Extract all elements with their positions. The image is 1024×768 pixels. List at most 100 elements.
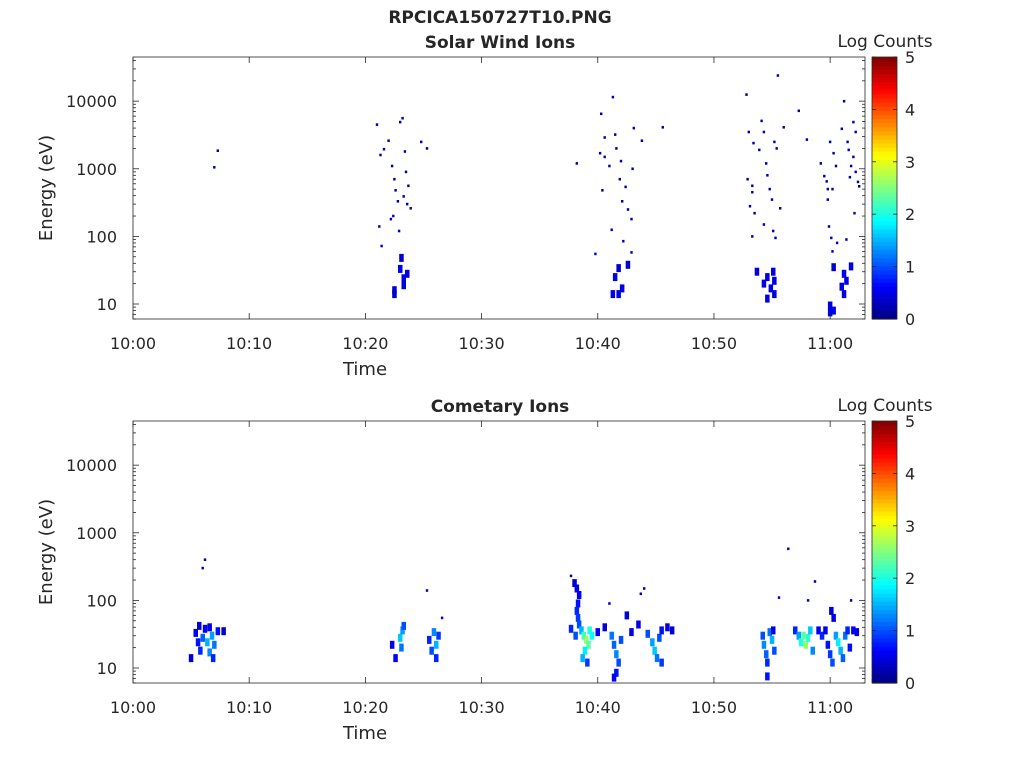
colorbar-segment <box>872 560 897 565</box>
colorbar-segment <box>872 584 897 590</box>
data-cell <box>823 174 826 178</box>
colorbar-segment <box>872 633 897 639</box>
colorbar-segment <box>872 642 897 647</box>
data-cell <box>640 139 644 142</box>
data-cell <box>603 136 606 139</box>
colorbar-segment <box>872 666 897 672</box>
colorbar-segment <box>872 568 897 574</box>
colorbar-segment <box>872 110 897 115</box>
colorbar-segment <box>872 57 897 62</box>
data-cell <box>840 127 843 131</box>
y-tick-label: 10000 <box>66 92 117 111</box>
colorbar-segment <box>872 261 897 267</box>
data-cell <box>380 244 383 248</box>
data-cell <box>776 74 780 77</box>
data-cell <box>586 640 591 649</box>
colorbar-segment <box>872 425 897 430</box>
data-cell <box>849 599 853 602</box>
colorbar-tick-label: 2 <box>905 569 915 588</box>
colorbar-segment <box>872 142 897 148</box>
data-cell <box>576 591 582 599</box>
data-cell <box>398 633 403 642</box>
data-cell <box>574 584 580 593</box>
data-cell <box>401 274 406 283</box>
data-cell <box>612 273 618 282</box>
data-cell <box>745 93 748 96</box>
data-cell <box>580 654 585 663</box>
data-cell <box>610 228 613 232</box>
data-cell <box>787 547 790 551</box>
colorbar-segment <box>872 654 897 660</box>
colorbar-segment <box>872 670 897 676</box>
data-cell <box>835 241 839 245</box>
x-axis-label: Time <box>342 359 387 380</box>
data-cell <box>427 635 432 644</box>
data-cell <box>639 592 642 596</box>
colorbar-segment <box>872 461 897 467</box>
data-cell <box>762 223 766 226</box>
data-cell <box>608 602 611 605</box>
y-tick-label: 1000 <box>76 160 117 179</box>
data-cell <box>576 620 582 629</box>
colorbar-segment <box>872 175 897 181</box>
colorbar-segment <box>872 237 897 242</box>
data-cell <box>753 211 756 215</box>
data-cell <box>425 147 429 150</box>
data-cell <box>805 138 809 141</box>
colorbar-tick-label: 2 <box>905 205 915 224</box>
data-cell <box>212 640 217 649</box>
data-cell <box>849 164 853 168</box>
colorbar-segment <box>872 241 897 246</box>
colorbar-segment <box>872 617 897 623</box>
data-cell <box>389 217 393 221</box>
colorbar-segment <box>872 478 897 483</box>
data-cell <box>761 640 767 649</box>
data-cell <box>375 123 379 126</box>
colorbar-segment <box>872 441 897 447</box>
colorbar-segment <box>872 580 897 586</box>
data-cell <box>754 267 760 276</box>
y-axis-label: Energy (eV) <box>36 135 57 241</box>
x-tick-label: 10:30 <box>459 334 505 353</box>
data-cell <box>771 267 776 276</box>
colorbar-segment <box>872 290 897 296</box>
colorbar-segment <box>872 449 897 455</box>
data-cell <box>619 159 623 163</box>
data-cell <box>193 628 198 637</box>
data-cell <box>616 290 621 299</box>
data-cell <box>587 626 592 635</box>
data-cell <box>768 284 774 293</box>
data-cell <box>761 279 767 288</box>
colorbar-segment <box>872 588 897 594</box>
colorbar-segment <box>872 61 897 66</box>
colorbar-segment <box>872 523 897 529</box>
data-cell <box>806 599 810 602</box>
data-cell <box>765 658 770 667</box>
data-cell <box>827 308 833 317</box>
x-tick-label: 10:10 <box>226 334 272 353</box>
data-cell <box>854 130 857 134</box>
x-tick-label: 10:50 <box>691 334 737 353</box>
colorbar-segment <box>872 539 897 545</box>
data-cell <box>652 646 657 655</box>
data-cell <box>847 148 850 152</box>
colorbar-segment <box>872 625 897 631</box>
data-cell <box>626 208 630 211</box>
data-cell <box>747 130 750 134</box>
colorbar-segment <box>872 658 897 664</box>
data-cell <box>400 626 405 635</box>
colorbar-segment <box>872 637 897 643</box>
data-cell <box>654 654 660 663</box>
data-cell <box>401 621 406 630</box>
x-tick-label: 10:00 <box>110 334 156 353</box>
colorbar-segment <box>872 249 897 255</box>
data-cell <box>440 616 444 620</box>
data-cell <box>198 646 203 655</box>
x-tick-label: 11:00 <box>807 698 853 717</box>
data-cell <box>797 109 800 113</box>
data-cell <box>629 628 634 637</box>
data-cell <box>608 164 611 168</box>
data-cell <box>825 640 831 649</box>
colorbar-segment <box>872 592 897 598</box>
colorbar-segment <box>872 163 897 169</box>
